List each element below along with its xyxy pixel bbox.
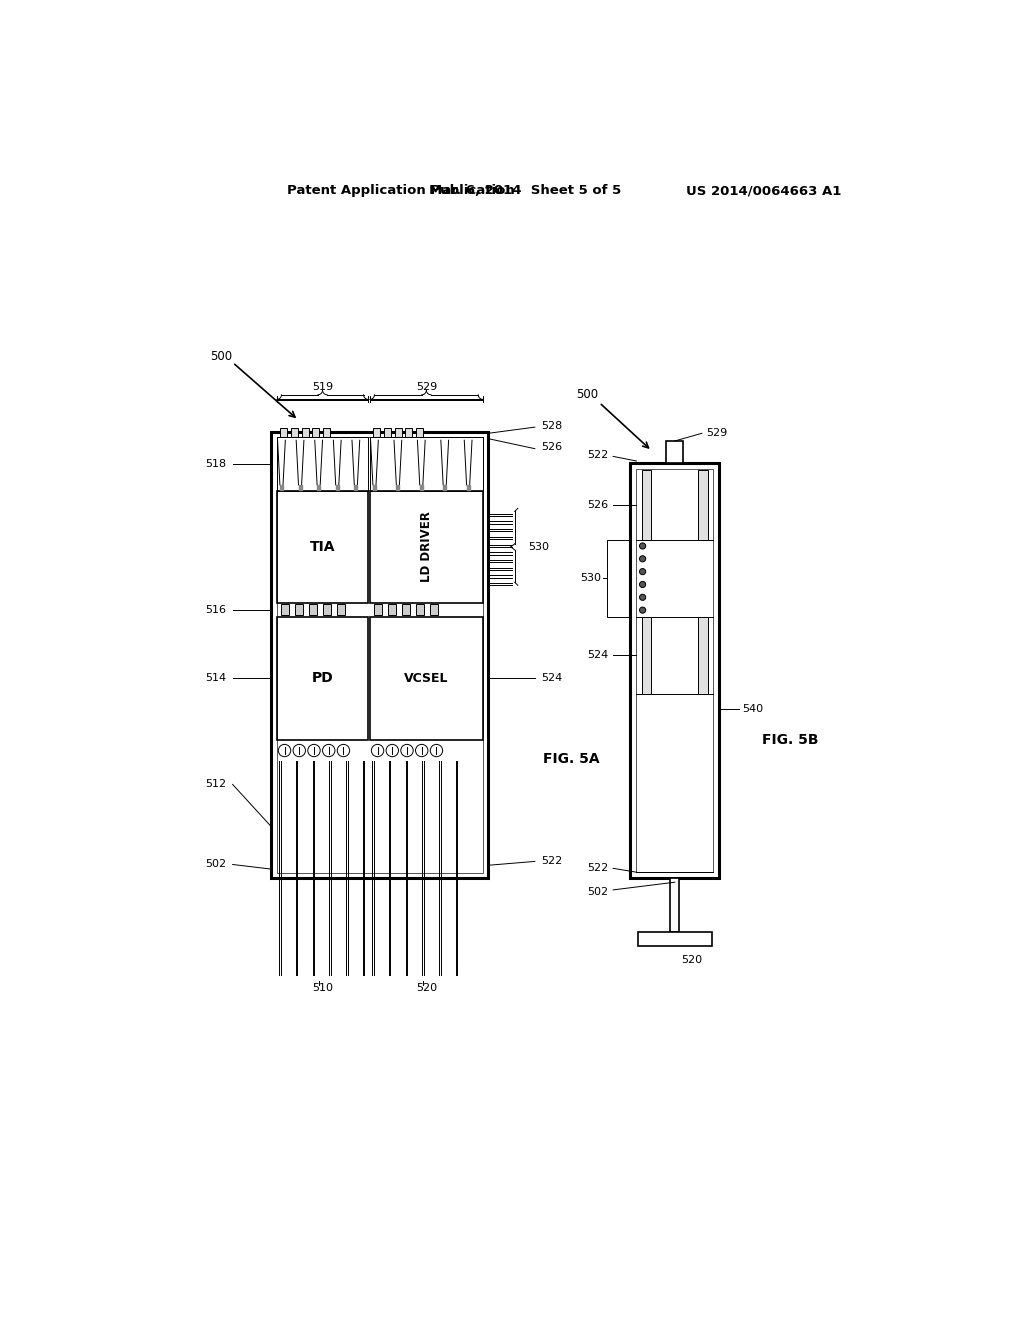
- Bar: [607, 540, 630, 616]
- Bar: [406, 428, 413, 437]
- Text: 500: 500: [577, 388, 599, 401]
- Bar: [630, 462, 719, 878]
- Bar: [370, 437, 483, 491]
- Bar: [636, 469, 713, 873]
- Bar: [276, 491, 369, 603]
- Text: 526: 526: [588, 500, 608, 510]
- Text: 502: 502: [205, 859, 226, 870]
- Bar: [670, 878, 679, 932]
- Bar: [324, 428, 331, 437]
- Bar: [309, 605, 317, 615]
- Text: 500: 500: [210, 350, 232, 363]
- Bar: [276, 616, 369, 739]
- Text: 522: 522: [541, 857, 562, 866]
- Circle shape: [640, 594, 646, 601]
- Text: 520: 520: [416, 983, 437, 994]
- Text: Mar. 6, 2014  Sheet 5 of 5: Mar. 6, 2014 Sheet 5 of 5: [429, 185, 621, 197]
- Bar: [667, 441, 683, 462]
- Bar: [370, 491, 483, 603]
- Bar: [388, 605, 396, 615]
- Bar: [276, 437, 483, 873]
- Bar: [295, 605, 303, 615]
- Bar: [394, 428, 401, 437]
- Bar: [642, 616, 651, 693]
- Text: 502: 502: [588, 887, 608, 898]
- Bar: [384, 428, 391, 437]
- Bar: [430, 605, 438, 615]
- Bar: [417, 605, 424, 615]
- Text: 519: 519: [312, 381, 333, 392]
- Text: 512: 512: [205, 779, 226, 789]
- Text: 528: 528: [541, 421, 562, 430]
- Circle shape: [640, 581, 646, 587]
- Text: LD DRIVER: LD DRIVER: [420, 511, 433, 582]
- Text: 510: 510: [312, 983, 333, 994]
- Bar: [276, 399, 369, 400]
- Bar: [280, 428, 287, 437]
- Bar: [282, 605, 289, 615]
- Circle shape: [640, 543, 646, 549]
- Circle shape: [640, 569, 646, 574]
- Text: US 2014/0064663 A1: US 2014/0064663 A1: [686, 185, 841, 197]
- Text: 514: 514: [205, 673, 226, 684]
- Bar: [291, 428, 298, 437]
- Bar: [324, 605, 331, 615]
- Text: FIG. 5A: FIG. 5A: [543, 752, 599, 766]
- Bar: [337, 605, 345, 615]
- Text: 526: 526: [541, 442, 562, 453]
- Text: 529: 529: [416, 381, 437, 392]
- Text: 540: 540: [742, 704, 764, 714]
- Text: 520: 520: [681, 954, 702, 965]
- Bar: [698, 616, 708, 693]
- Text: VCSEL: VCSEL: [404, 672, 449, 685]
- Text: 524: 524: [587, 649, 608, 660]
- Text: 522: 522: [587, 450, 608, 459]
- Circle shape: [640, 607, 646, 614]
- Text: 530: 530: [528, 543, 550, 552]
- Text: TIA: TIA: [310, 540, 335, 554]
- Bar: [370, 399, 483, 400]
- Text: 530: 530: [580, 573, 601, 583]
- Bar: [302, 428, 308, 437]
- Bar: [638, 932, 712, 946]
- Bar: [312, 428, 319, 437]
- Bar: [276, 437, 369, 491]
- Text: 524: 524: [541, 673, 562, 684]
- Circle shape: [640, 556, 646, 562]
- Text: PD: PD: [311, 671, 334, 685]
- Text: Patent Application Publication: Patent Application Publication: [287, 185, 515, 197]
- Text: 529: 529: [706, 428, 727, 438]
- Text: FIG. 5B: FIG. 5B: [762, 733, 818, 747]
- Bar: [375, 605, 382, 615]
- Text: 522: 522: [587, 863, 608, 874]
- Bar: [370, 616, 483, 739]
- Bar: [698, 470, 708, 540]
- Bar: [271, 432, 488, 878]
- Text: 516: 516: [206, 605, 226, 615]
- Bar: [402, 605, 410, 615]
- Bar: [373, 428, 380, 437]
- Bar: [642, 470, 651, 540]
- Bar: [417, 428, 423, 437]
- Text: 518: 518: [205, 459, 226, 469]
